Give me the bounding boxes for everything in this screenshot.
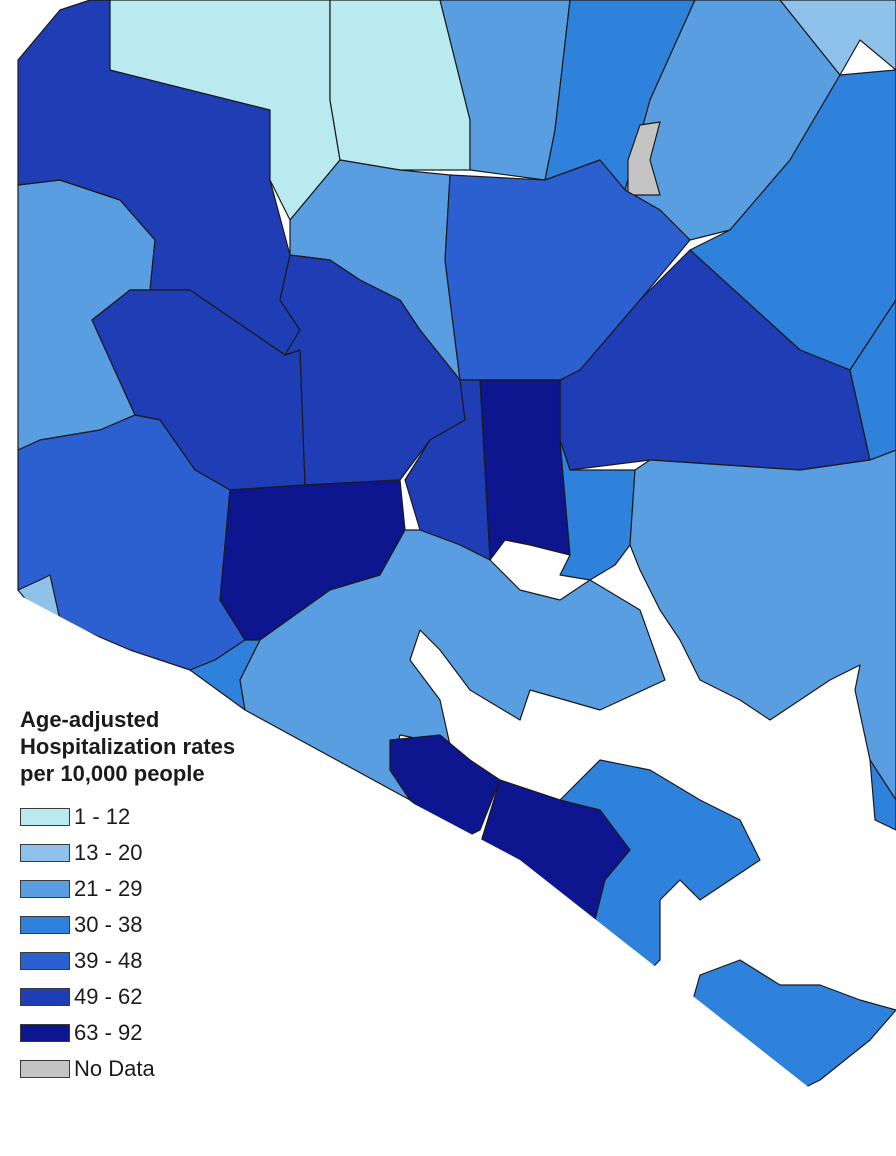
region-south-c[interactable] [559,759,761,981]
legend-title-line: Age-adjusted [20,707,160,732]
legend-item: No Data [20,1051,235,1087]
legend-swatch [20,880,70,898]
legend-item: 63 - 92 [20,1015,235,1051]
region-northeast-b[interactable] [779,0,896,76]
legend-item: 49 - 62 [20,979,235,1015]
legend-title-line: per 10,000 people [20,761,205,786]
legend-swatch [20,952,70,970]
region-no-data[interactable] [627,121,661,196]
legend-item: 21 - 29 [20,871,235,907]
legend-swatch [20,844,70,862]
region-central-strip[interactable] [479,379,571,561]
legend-swatch [20,988,70,1006]
legend-item: 13 - 20 [20,835,235,871]
region-far-southeast[interactable] [869,759,896,831]
legend-swatch [20,808,70,826]
region-east-b[interactable] [629,449,896,801]
legend-label: 49 - 62 [74,984,143,1009]
region-south-a[interactable] [389,734,501,841]
legend-item: 30 - 38 [20,907,235,943]
legend-label: 30 - 38 [74,912,143,937]
legend-label: 1 - 12 [74,804,131,829]
southwest-boundary [0,585,896,1156]
legend-label: No Data [74,1056,155,1081]
map-legend: Age-adjusted Hospitalization rates per 1… [20,706,235,1087]
legend-title: Age-adjusted Hospitalization rates per 1… [20,706,235,787]
legend-label: 63 - 92 [74,1020,143,1045]
legend-items: 1 - 12 13 - 20 21 - 29 30 - 38 39 - 48 4… [20,799,235,1087]
region-inner-harbor-east[interactable] [559,439,636,581]
legend-item: 1 - 12 [20,799,235,835]
legend-label: 13 - 20 [74,840,143,865]
legend-swatch [20,1024,70,1042]
legend-title-line: Hospitalization rates [20,734,236,759]
legend-label: 39 - 48 [74,948,143,973]
legend-swatch [20,916,70,934]
region-east-edge[interactable] [849,299,896,461]
legend-label: 21 - 29 [74,876,143,901]
legend-swatch [20,1060,70,1078]
legend-item: 39 - 48 [20,943,235,979]
